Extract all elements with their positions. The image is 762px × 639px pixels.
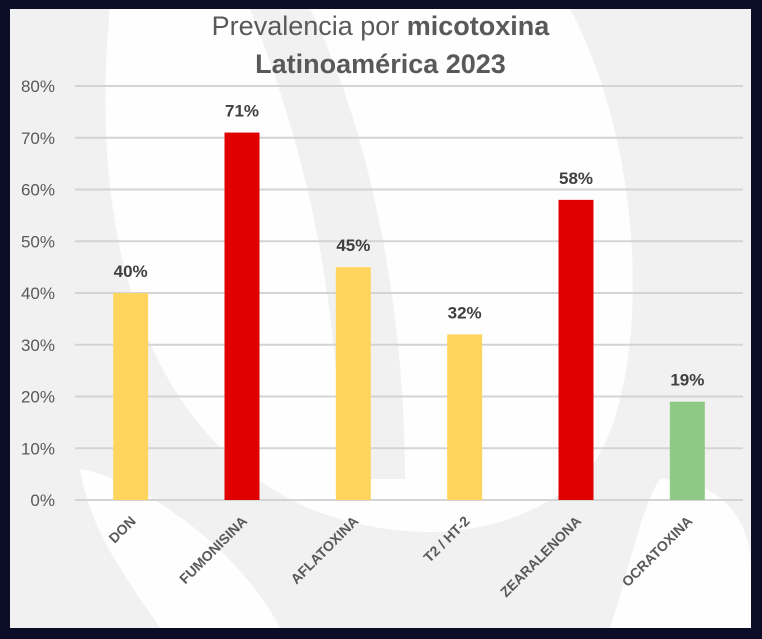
bar <box>224 132 260 500</box>
bar <box>669 401 705 500</box>
data-label: 40% <box>114 262 148 281</box>
y-axis-ticks: 0% 10% 20% 30% 40% 50% 60% 70% 80% <box>21 77 55 510</box>
data-label: 45% <box>336 236 370 255</box>
x-tick-label: ZEARALENONA <box>497 513 584 600</box>
data-label: 19% <box>670 371 704 390</box>
bar <box>113 293 149 500</box>
y-tick-label: 40% <box>21 284 55 303</box>
bar <box>447 334 483 500</box>
chart-title-line-2: Latinoamérica 2023 <box>255 49 506 79</box>
y-tick-label: 70% <box>21 129 55 148</box>
watermark-shape <box>80 469 280 628</box>
title-bold-text: micotoxina <box>406 11 550 41</box>
y-tick-label: 10% <box>21 439 55 458</box>
x-tick-label: FUMONISINA <box>176 513 250 587</box>
y-tick-label: 0% <box>30 491 55 510</box>
bar-chart: 0% 10% 20% 30% 40% 50% 60% 70% 80% 40% 71% 45% 32% 5… <box>21 77 743 600</box>
x-tick-label: DON <box>105 513 138 546</box>
y-tick-label: 20% <box>21 388 55 407</box>
x-tick-label: T2 / HT-2 <box>420 513 473 566</box>
y-tick-label: 50% <box>21 232 55 251</box>
chart-title-line-1: Prevalencia por micotoxina <box>10 11 751 42</box>
chart-panel: Prevalencia por micotoxina Latinoamérica… <box>10 9 751 628</box>
bar <box>335 267 371 500</box>
title-regular-text: Prevalencia por <box>211 11 407 41</box>
data-label: 58% <box>559 169 593 188</box>
bars <box>113 132 705 500</box>
y-tick-label: 60% <box>21 181 55 200</box>
watermark-shape <box>610 479 751 628</box>
y-tick-label: 80% <box>21 77 55 96</box>
data-label: 71% <box>225 102 259 121</box>
x-tick-label: OCRATOXINA <box>619 513 696 590</box>
x-tick-label: AFLATOXINA <box>287 513 361 587</box>
x-axis-ticks: DON FUMONISINA AFLATOXINA T2 / HT-2 ZEARALEN… <box>105 513 695 600</box>
data-labels: 40% 71% 45% 32% 58% 19% <box>114 102 705 390</box>
data-label: 32% <box>448 303 482 322</box>
y-tick-label: 30% <box>21 336 55 355</box>
gridlines <box>75 85 743 501</box>
bar <box>558 199 594 500</box>
